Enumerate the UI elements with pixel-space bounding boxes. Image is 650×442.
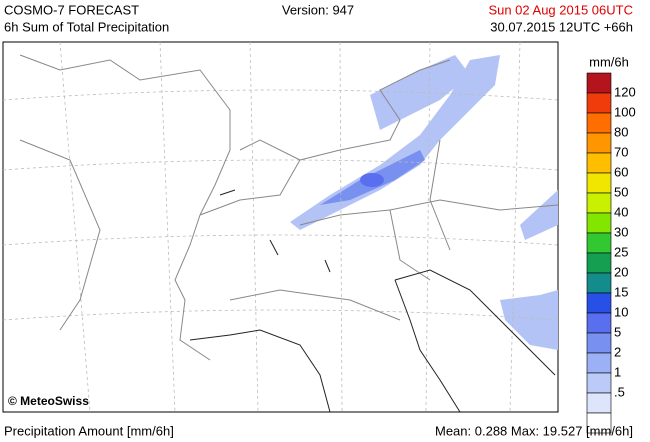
legend-swatch [586, 312, 612, 334]
legend-label: 25 [614, 244, 628, 259]
legend-label: 2 [614, 344, 621, 359]
legend-swatch [586, 92, 612, 114]
coastline [189, 189, 556, 413]
legend-swatch [586, 152, 612, 174]
legend-swatch [586, 172, 612, 194]
subtitle: 6h Sum of Total Precipitation [4, 19, 169, 34]
rain-area [290, 55, 500, 230]
legend-swatch [586, 232, 612, 254]
legend-label: 70 [614, 144, 628, 159]
legend-label: 20 [614, 264, 628, 279]
rain-area [370, 55, 470, 130]
rain-core [360, 173, 384, 187]
legend-unit: mm/6h [589, 54, 629, 69]
legend-label: 40 [614, 204, 628, 219]
legend-label: 80 [614, 124, 628, 139]
legend-swatch [586, 272, 612, 294]
legend-label: 100 [614, 104, 636, 119]
legend-swatch [586, 132, 612, 154]
legend-swatch [586, 352, 612, 374]
legend-label: 15 [614, 284, 628, 299]
legend-swatch [586, 412, 612, 434]
legend-label: 120 [614, 84, 636, 99]
legend-swatch [586, 252, 612, 274]
legend-label: 5 [614, 324, 621, 339]
rain-area [500, 290, 558, 350]
legend-swatch [586, 392, 612, 414]
legend-label: 50 [614, 184, 628, 199]
credit: © MeteoSwiss [8, 394, 89, 408]
valid-time: Sun 02 Aug 2015 06UTC [488, 2, 633, 17]
legend-swatch [586, 192, 612, 214]
legend-label: .5 [614, 384, 625, 399]
legend-label: 30 [614, 224, 628, 239]
footer-label: Precipitation Amount [mm/6h] [4, 423, 174, 438]
version: Version: 947 [282, 2, 354, 17]
title: COSMO-7 FORECAST [4, 2, 139, 17]
legend-swatch [586, 332, 612, 354]
map: © MeteoSwiss [2, 41, 559, 413]
legend-swatch [586, 372, 612, 394]
graticule [2, 41, 559, 413]
legend-label: 1 [614, 364, 621, 379]
legend-label: 60 [614, 164, 628, 179]
legend-label: 10 [614, 304, 628, 319]
legend: 120 100 80 70 60 50 40 30 25 20 15 10 5 2 1 .5 [586, 72, 636, 434]
legend-swatch [586, 212, 612, 234]
precipitation [290, 55, 558, 350]
legend-swatch [586, 72, 612, 94]
footer-stats: Mean: 0.288 Max: 19.527 [mm/6h] [435, 423, 633, 438]
legend-swatch [586, 292, 612, 314]
rain-area [520, 190, 558, 240]
run-time: 30.07.2015 12UTC +66h [490, 19, 633, 34]
legend-swatch [586, 112, 612, 134]
